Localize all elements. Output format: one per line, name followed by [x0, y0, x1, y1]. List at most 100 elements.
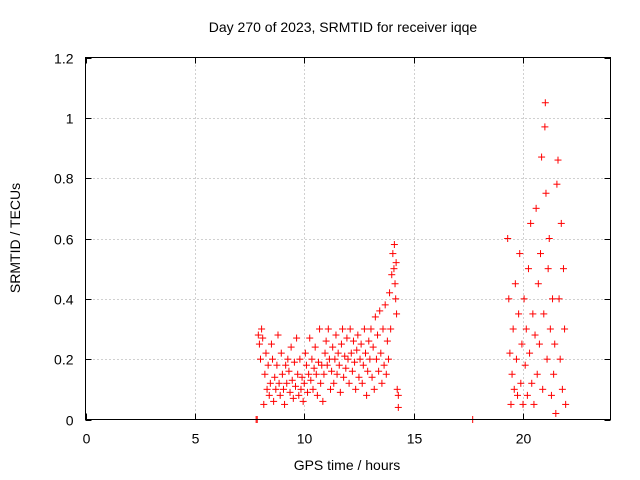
y-tick-label: 0	[66, 413, 74, 429]
data-point	[562, 400, 570, 408]
data-point	[285, 367, 293, 375]
data-point	[348, 367, 356, 375]
data-point	[362, 349, 369, 357]
data-point	[277, 349, 285, 357]
data-point	[296, 355, 304, 363]
data-point	[526, 349, 534, 357]
data-point	[316, 325, 324, 333]
data-point	[549, 295, 557, 303]
data-point	[394, 391, 402, 399]
data-point	[523, 391, 531, 399]
data-point	[254, 331, 262, 339]
data-point	[332, 331, 340, 339]
data-point	[293, 334, 301, 342]
data-point	[539, 385, 547, 393]
data-points	[252, 99, 570, 423]
x-tick-label: 20	[516, 431, 532, 447]
data-point	[278, 370, 286, 378]
data-point	[300, 379, 308, 387]
data-point	[286, 388, 294, 396]
data-point	[519, 400, 527, 408]
data-point	[527, 219, 535, 227]
data-point	[533, 370, 541, 378]
data-point	[330, 379, 338, 387]
data-point	[392, 295, 400, 303]
data-point	[305, 370, 313, 378]
data-point	[295, 391, 303, 399]
data-point	[288, 376, 296, 384]
data-point	[512, 355, 520, 363]
data-point	[380, 361, 388, 369]
x-tick-label: 10	[297, 431, 313, 447]
data-point	[347, 349, 355, 357]
x-tick-label: 15	[407, 431, 423, 447]
axis-ticks: 0 0.2 0.4 0.6 0.8 1 1.2 0 5 10 15 20	[54, 51, 611, 447]
data-point	[535, 340, 543, 348]
data-point	[510, 385, 518, 393]
data-point	[317, 379, 325, 387]
data-point	[363, 391, 371, 399]
data-point	[304, 388, 312, 396]
data-point	[371, 313, 379, 321]
data-point	[552, 409, 560, 417]
data-point	[358, 379, 366, 387]
y-tick-label: 0.2	[54, 352, 74, 368]
data-point	[312, 370, 320, 378]
data-point	[294, 370, 302, 378]
data-point	[509, 325, 517, 333]
data-point	[517, 379, 525, 387]
data-point	[514, 391, 522, 399]
data-point	[267, 340, 275, 348]
x-axis-label: GPS time / hours	[294, 457, 401, 473]
data-point	[269, 355, 277, 363]
data-point	[335, 361, 343, 369]
data-point	[520, 295, 528, 303]
data-point	[506, 349, 514, 357]
data-point	[543, 355, 551, 363]
data-point	[270, 397, 278, 405]
data-point	[528, 379, 536, 387]
data-point	[273, 361, 281, 369]
data-point	[518, 340, 526, 348]
data-point	[307, 376, 315, 384]
data-point	[353, 346, 361, 354]
data-point	[534, 280, 542, 288]
data-point	[545, 235, 553, 242]
data-point	[532, 204, 540, 212]
data-point	[266, 379, 274, 387]
plot-frame	[85, 57, 611, 420]
data-point	[544, 265, 552, 273]
data-point	[546, 325, 554, 333]
data-point	[384, 355, 392, 363]
data-point	[263, 385, 271, 393]
y-tick-label: 0.8	[54, 171, 74, 187]
data-point	[505, 295, 513, 303]
data-point	[328, 367, 336, 375]
data-point	[558, 385, 566, 393]
data-point	[368, 373, 376, 381]
data-point	[343, 334, 351, 342]
data-point	[366, 355, 374, 363]
data-point	[351, 358, 359, 366]
data-point	[322, 337, 330, 345]
data-point	[386, 289, 394, 297]
data-point	[265, 391, 273, 399]
data-point	[377, 349, 385, 357]
data-point	[302, 361, 310, 369]
data-point	[336, 388, 344, 396]
data-point	[264, 361, 272, 369]
data-point	[274, 331, 282, 339]
data-point	[276, 391, 284, 399]
data-point	[383, 337, 391, 345]
data-point	[369, 343, 377, 351]
data-point	[323, 361, 331, 369]
data-point	[372, 355, 380, 363]
data-point	[341, 352, 349, 360]
data-point	[508, 370, 516, 378]
data-point	[356, 355, 364, 363]
data-point	[292, 382, 299, 390]
data-point	[349, 337, 357, 345]
data-point	[393, 310, 401, 318]
data-point	[364, 367, 372, 375]
